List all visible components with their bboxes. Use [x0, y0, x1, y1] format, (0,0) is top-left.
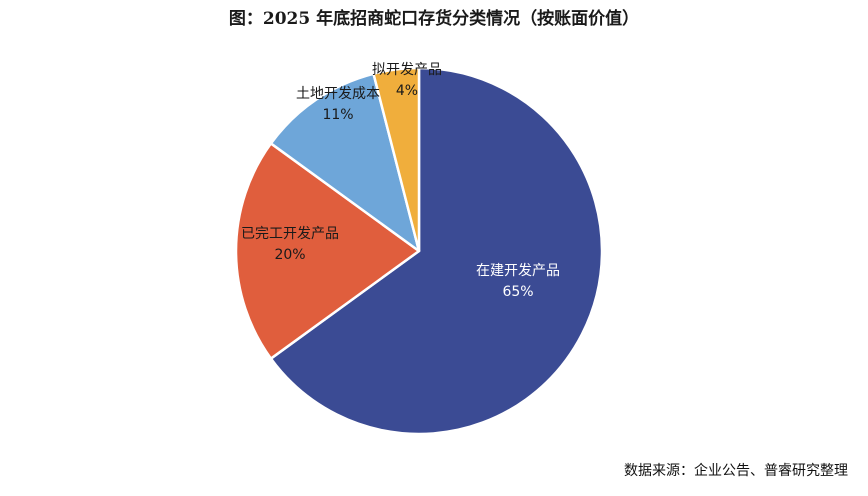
- slice-value-label: 11%: [322, 107, 353, 123]
- slice-value-label: 20%: [274, 247, 305, 263]
- slice-category-label: 在建开发产品: [476, 263, 560, 279]
- slice-value-label: 4%: [396, 83, 418, 99]
- pie-slice: [234, 142, 421, 360]
- data-source-note: 数据来源：企业公告、普睿研究整理: [624, 463, 848, 479]
- pie-slice: [269, 72, 421, 253]
- slice-labels: 在建开发产品 65% 已完工开发产品 20% 土地开发成本 11% 拟开发产品 4%: [241, 62, 560, 300]
- pie-slices: [234, 66, 604, 436]
- slice-category-label: 已完工开发产品: [241, 226, 339, 242]
- slice-category-label: 拟开发产品: [372, 62, 442, 78]
- pie-slice: [372, 66, 421, 253]
- chart-title: 图：2025 年底招商蛇口存货分类情况（按账面价值）: [228, 9, 640, 29]
- pie-slice: [269, 66, 604, 436]
- slice-category-label: 土地开发成本: [296, 86, 380, 102]
- slice-value-label: 65%: [502, 284, 533, 300]
